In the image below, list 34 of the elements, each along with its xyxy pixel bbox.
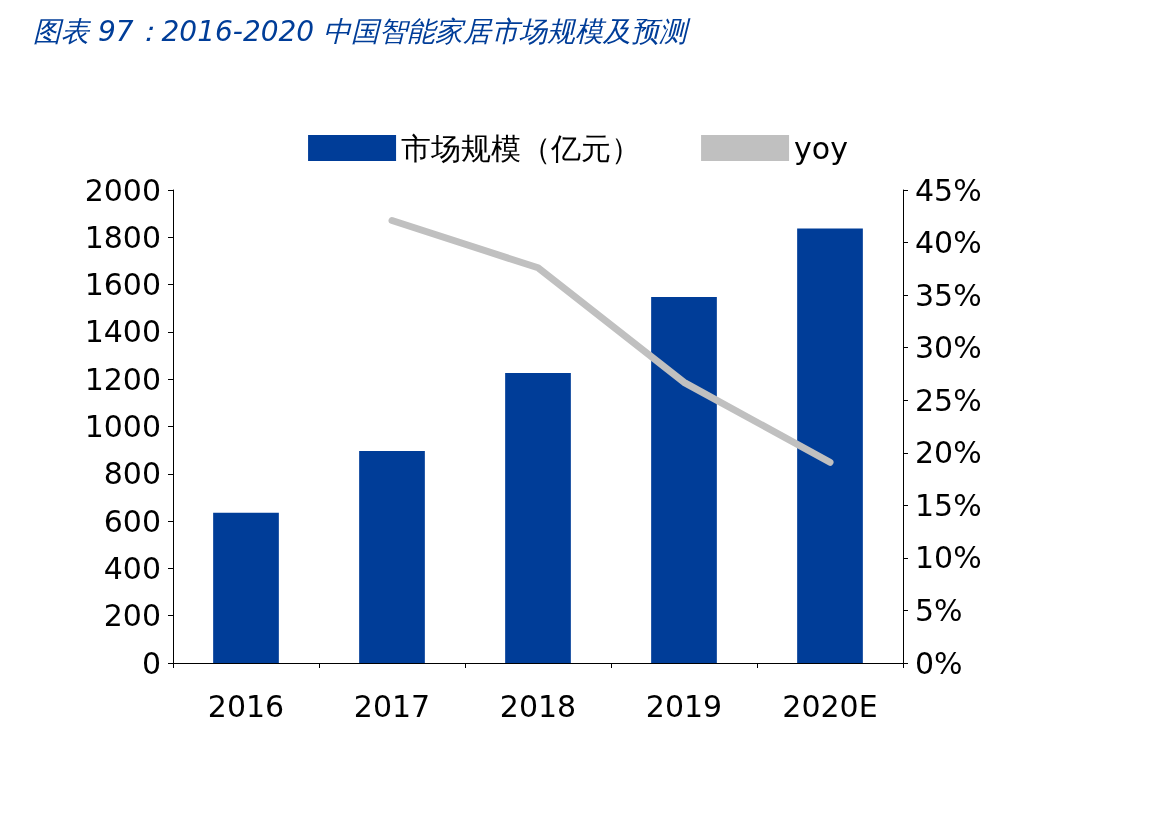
x-tick-label: 2018 <box>499 688 577 724</box>
x-tick-label: 2019 <box>645 688 723 724</box>
y-tick-label: 1200 <box>84 361 161 397</box>
bar <box>359 451 425 663</box>
y2-tick-label: 10% <box>915 540 982 576</box>
legend-label: yoy <box>794 130 848 166</box>
legend-label: 市场规模（亿元） <box>401 130 642 166</box>
y-tick-label: 1800 <box>84 219 161 255</box>
y-tick-label: 1600 <box>84 267 161 303</box>
y-tick-label: 1400 <box>84 314 161 350</box>
chart-title: 图表 97：2016-2020 中国智能家居市场规模及预测 <box>33 14 692 48</box>
y2-tick-label: 40% <box>915 225 982 261</box>
y2-tick-label: 0% <box>915 645 963 681</box>
bar <box>797 228 863 663</box>
bar <box>651 296 717 663</box>
x-tick-label: 2017 <box>353 688 431 724</box>
bar <box>213 512 279 663</box>
y-tick-label: 2000 <box>84 172 161 208</box>
y-tick-label: 800 <box>103 456 161 492</box>
y2-tick-label: 30% <box>915 330 982 366</box>
y-tick-label: 200 <box>103 598 161 634</box>
y-tick-label: 0 <box>141 645 161 681</box>
bar <box>505 373 571 663</box>
x-tick-label: 2020E <box>782 688 878 724</box>
y-tick-label: 400 <box>103 550 161 586</box>
y2-tick-label: 20% <box>915 435 982 471</box>
y2-tick-label: 25% <box>915 382 982 418</box>
y2-tick-label: 5% <box>915 592 963 628</box>
x-tick-label: 2016 <box>207 688 285 724</box>
y-tick-label: 1000 <box>84 409 161 444</box>
y2-tick-label: 15% <box>915 487 982 523</box>
y2-tick-label: 35% <box>915 277 982 313</box>
y2-tick-label: 45% <box>915 172 982 208</box>
y-tick-label: 600 <box>103 503 161 539</box>
